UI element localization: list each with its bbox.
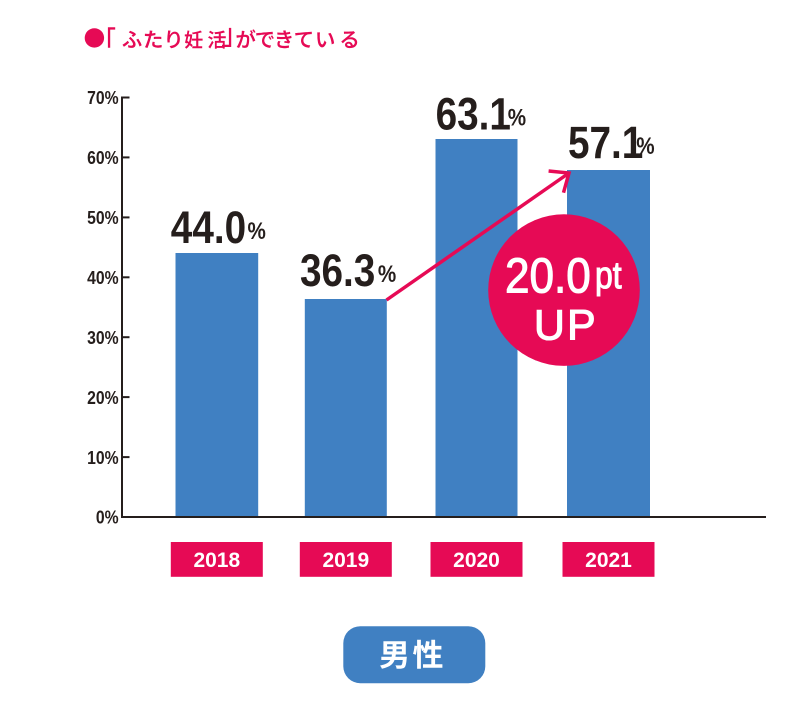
svg-text:70%: 70% — [87, 87, 118, 109]
svg-text:2020: 2020 — [453, 549, 500, 572]
svg-text:%: % — [508, 104, 526, 131]
svg-text:63.1: 63.1 — [436, 89, 511, 139]
svg-text:UP: UP — [534, 302, 598, 350]
svg-text:20%: 20% — [87, 387, 118, 409]
svg-text:60%: 60% — [87, 147, 118, 169]
svg-text:%: % — [248, 217, 266, 244]
svg-text:2019: 2019 — [322, 549, 369, 572]
svg-text:44.0: 44.0 — [171, 202, 246, 252]
svg-text:2021: 2021 — [585, 549, 632, 572]
svg-text:%: % — [636, 133, 654, 160]
svg-text:30%: 30% — [87, 327, 118, 349]
svg-text:36.3: 36.3 — [300, 245, 375, 295]
svg-text:pt: pt — [595, 254, 622, 296]
svg-text:%: % — [378, 261, 396, 288]
svg-text:10%: 10% — [87, 447, 118, 469]
svg-text:0%: 0% — [96, 506, 119, 528]
svg-text:57.1: 57.1 — [568, 117, 643, 167]
svg-text:40%: 40% — [87, 267, 118, 289]
svg-text:2018: 2018 — [193, 549, 240, 572]
svg-text:20.0: 20.0 — [505, 248, 591, 303]
svg-text:50%: 50% — [87, 207, 118, 229]
